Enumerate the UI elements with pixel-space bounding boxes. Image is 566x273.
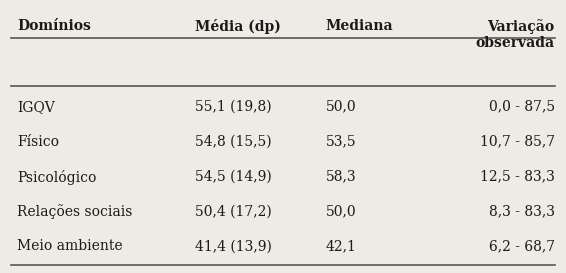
Text: 10,7 - 85,7: 10,7 - 85,7 bbox=[479, 135, 555, 149]
Text: 50,0: 50,0 bbox=[325, 100, 356, 114]
Text: Variação
observada: Variação observada bbox=[475, 19, 555, 50]
Text: 8,3 - 83,3: 8,3 - 83,3 bbox=[488, 204, 555, 218]
Text: Meio ambiente: Meio ambiente bbox=[17, 239, 123, 253]
Text: 58,3: 58,3 bbox=[325, 170, 356, 183]
Text: Físico: Físico bbox=[17, 135, 59, 149]
Text: 6,2 - 68,7: 6,2 - 68,7 bbox=[488, 239, 555, 253]
Text: 0,0 - 87,5: 0,0 - 87,5 bbox=[488, 100, 555, 114]
Text: Mediana: Mediana bbox=[325, 19, 393, 33]
Text: 55,1 (19,8): 55,1 (19,8) bbox=[195, 100, 272, 114]
Text: 50,4 (17,2): 50,4 (17,2) bbox=[195, 204, 272, 218]
Text: 12,5 - 83,3: 12,5 - 83,3 bbox=[480, 170, 555, 183]
Text: 50,0: 50,0 bbox=[325, 204, 356, 218]
Text: 54,5 (14,9): 54,5 (14,9) bbox=[195, 170, 272, 183]
Text: Psicológico: Psicológico bbox=[17, 170, 96, 185]
Text: 53,5: 53,5 bbox=[325, 135, 356, 149]
Text: 54,8 (15,5): 54,8 (15,5) bbox=[195, 135, 272, 149]
Text: 41,4 (13,9): 41,4 (13,9) bbox=[195, 239, 272, 253]
Text: Relações sociais: Relações sociais bbox=[17, 204, 132, 219]
Text: Média (dp): Média (dp) bbox=[195, 19, 281, 34]
Text: Domínios: Domínios bbox=[17, 19, 91, 33]
Text: IGQV: IGQV bbox=[17, 100, 55, 114]
Text: 42,1: 42,1 bbox=[325, 239, 357, 253]
